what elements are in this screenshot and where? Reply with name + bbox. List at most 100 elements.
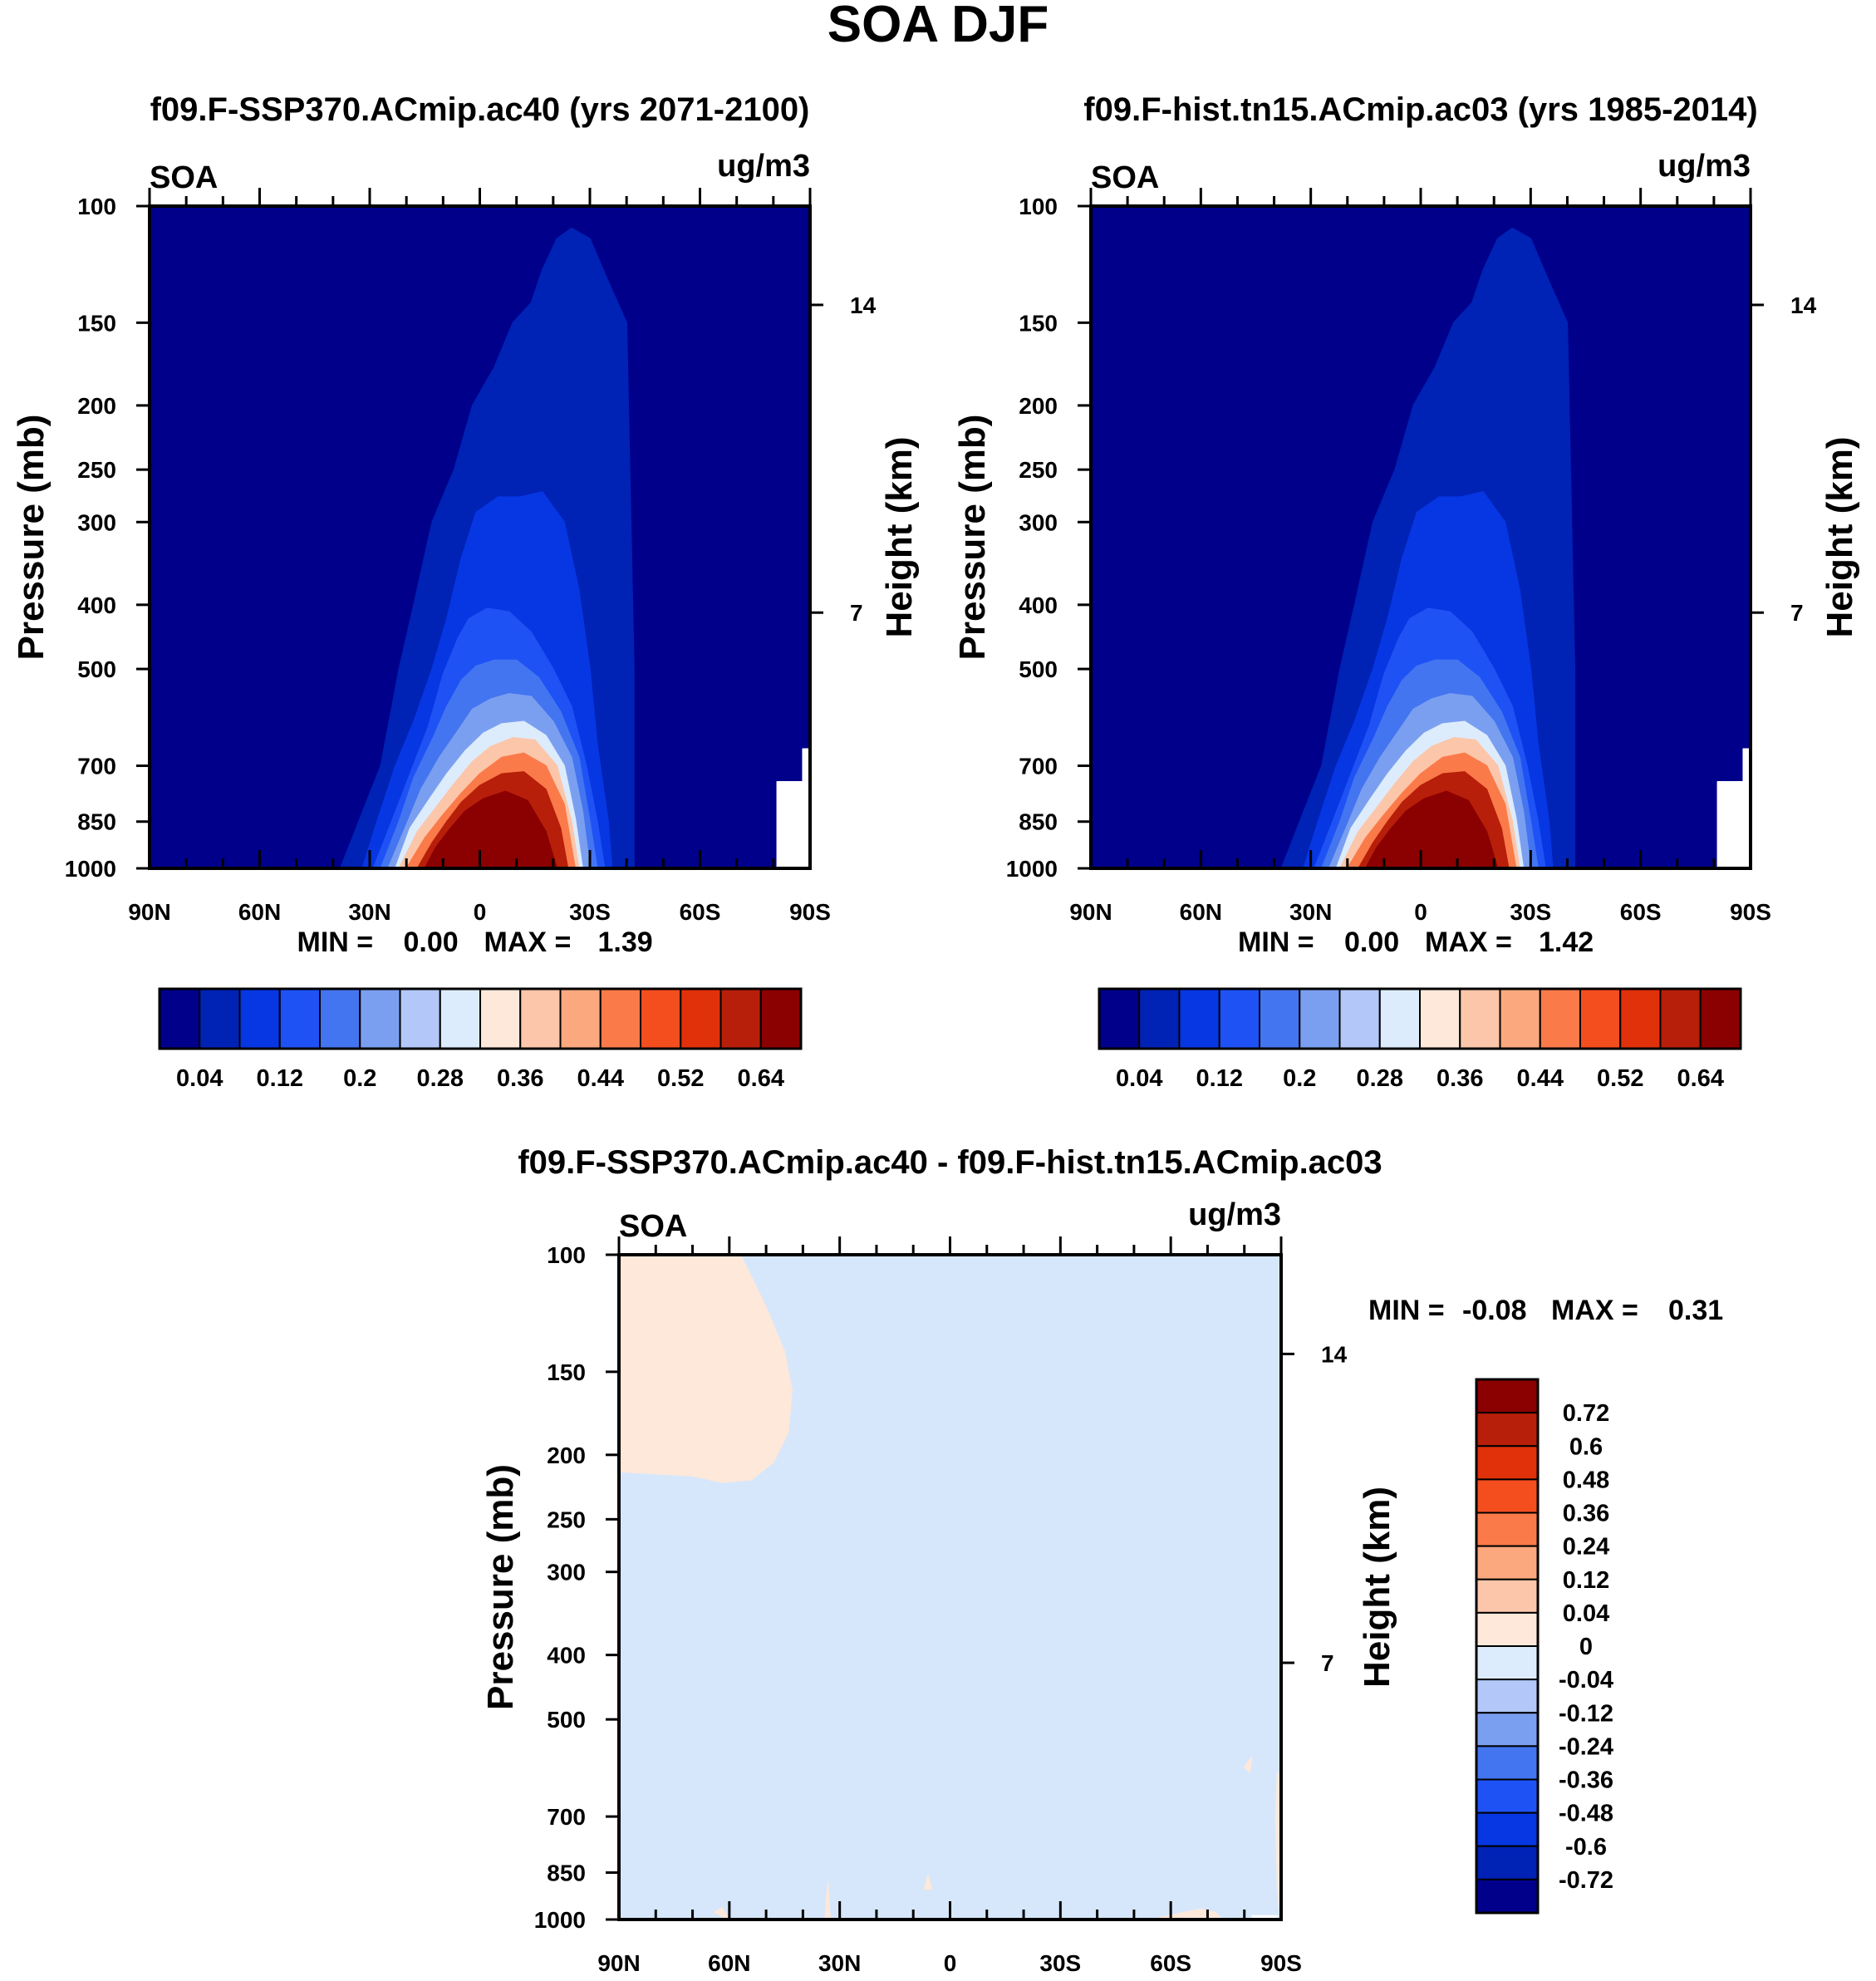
panel_diff-colorbar-box: [1476, 1712, 1539, 1748]
panel_diff-positive-region-0: [619, 1255, 793, 1483]
panel_a-y-tick-label: 250: [77, 457, 116, 483]
panel_a-missing-data-region: [673, 748, 810, 868]
panel_diff-colorbar-box: [1476, 1545, 1539, 1580]
panel_a-colorbar-box: [479, 988, 522, 1049]
panel_b-y-tick-label: 200: [1019, 393, 1058, 419]
panel_b-colorbar-box: [1579, 988, 1622, 1049]
panel_a-x-tick-label: 60S: [680, 899, 721, 925]
panel-future: f09.F-SSP370.ACmip.ac40 (yrs 2071-2100) S…: [11, 91, 920, 1092]
panel_a-colorbar-box: [719, 988, 762, 1049]
panel_b-colorbar-box: [1138, 988, 1181, 1049]
panel_a-min-label: MIN =: [297, 927, 374, 958]
panel_b-colorbar-label: 0.12: [1196, 1065, 1243, 1092]
panel_a-colorbar-box: [159, 988, 201, 1049]
panel_a-colorbar-box: [439, 988, 481, 1049]
panel_a-colorbar-box: [238, 988, 281, 1049]
panel_a-height-tick-label: 14: [850, 292, 877, 318]
panel_diff-x-tick-label: 60S: [1150, 1950, 1191, 1976]
panel_diff-colorbar-label: -0.36: [1559, 1767, 1613, 1794]
panel_diff-colorbar-box: [1476, 1811, 1539, 1847]
panel_b-height-tick-label: 7: [1790, 600, 1804, 626]
panel_b-colorbar-label: 0.36: [1436, 1065, 1483, 1092]
panel_a-colorbar-label: 0.12: [257, 1065, 303, 1092]
panel_diff-height-tick-label: 7: [1321, 1650, 1334, 1676]
panel_diff-y-tick-label: 150: [547, 1359, 586, 1385]
panel_diff-colorbar-box: [1476, 1878, 1539, 1914]
panel_a-colorbar-label: 0.64: [738, 1065, 784, 1092]
panel_diff-positive-region-3: [1243, 1756, 1253, 1773]
panel_a-colorbar-box: [519, 988, 562, 1049]
panel_diff-positive-region-6: [923, 1875, 933, 1890]
panel_diff-x-tick-label: 90S: [1260, 1950, 1302, 1976]
panel_a-colorbar-label: 0.44: [577, 1065, 624, 1092]
panel_a-plot-area: [150, 206, 810, 868]
panel_diff-y-tick-label: 300: [547, 1560, 586, 1585]
panel_b-max-label: MAX =: [1425, 927, 1512, 958]
panel_b-max-value: 1.42: [1539, 927, 1594, 958]
panel_b-y-tick-label: 700: [1019, 754, 1058, 779]
panel_a-right-axis-title: Height (km): [879, 437, 920, 638]
panel_diff-max-label: MAX =: [1551, 1295, 1638, 1326]
panel_diff-colorbar-box: [1476, 1578, 1539, 1614]
panel_diff-x-tick-label: 0: [944, 1950, 957, 1976]
panel_diff-y-tick-label: 200: [547, 1443, 586, 1468]
panel_b-title: f09.F-hist.tn15.ACmip.ac03 (yrs 1985-201…: [1083, 91, 1757, 128]
panel_diff-ticks: [606, 1236, 1294, 1921]
panel_a-contour-level-11: [449, 833, 528, 868]
panel_b-x-tick-label: 30N: [1289, 899, 1332, 925]
panel_diff-colorbar-label: 0: [1579, 1634, 1593, 1660]
panel_b-colorbar-label: 0.64: [1677, 1065, 1724, 1092]
panel_a-units-label: ug/m3: [717, 149, 810, 184]
panel_a-x-tick-label: 30S: [569, 899, 611, 925]
panel_b-colorbar-label: 0.44: [1517, 1065, 1564, 1092]
panel_b-x-tick-label: 90N: [1069, 899, 1112, 925]
panel_b-units-label: ug/m3: [1657, 149, 1751, 184]
panel_diff-min-label: MIN =: [1368, 1295, 1445, 1326]
panel_b-colorbar-label: 0.28: [1357, 1065, 1403, 1092]
panel_a-y-tick-label: 400: [77, 592, 116, 618]
panel_diff-colorbar-box: [1476, 1778, 1539, 1814]
panel_a-variable-label: SOA: [150, 160, 218, 195]
panel_a-colorbar-box: [599, 988, 641, 1049]
panel_diff-max-value: 0.31: [1668, 1295, 1723, 1326]
panel_a-colorbar-box: [759, 988, 802, 1049]
panel_a-colorbar-label: 0.36: [497, 1065, 543, 1092]
panel_a-colorbar-label: 0.28: [417, 1065, 464, 1092]
panel_a-colorbar: 0.04 0.12 0.2 0.28 0.36 0.44 0.52 0.64: [158, 987, 803, 1092]
panel_a-title: f09.F-SSP370.ACmip.ac40 (yrs 2071-2100): [150, 91, 810, 128]
panel_b-y-axis-title: Pressure (mb): [952, 415, 993, 661]
panel_diff-colorbar: 0.72 0.6 0.48 0.36 0.24 0.12 0.04 0 -0.04 -0.12 -0…: [1475, 1378, 1613, 1915]
panel_a-x-tick-label: 90S: [789, 899, 831, 925]
panel_diff-colorbar-label: 0.36: [1563, 1501, 1609, 1527]
panel_b-colorbar-box: [1539, 988, 1581, 1049]
panel_diff-colorbar-label: -0.48: [1559, 1801, 1613, 1827]
panel_b-colorbar-frame: [1098, 987, 1742, 1050]
panel_a-y-tick-label: 100: [77, 194, 116, 219]
panel_b-plot-area: [1091, 206, 1751, 868]
panel_b-colorbar-label: 0.2: [1283, 1065, 1316, 1092]
panel_diff-x-tick-label: 30S: [1039, 1950, 1081, 1976]
panel_a-colorbar-box: [640, 988, 682, 1049]
panel_b-missing-data-region: [1614, 748, 1751, 868]
panel_b-colorbar-box: [1098, 988, 1141, 1049]
panel_diff-missing-data-region: [1251, 1915, 1278, 1920]
panel_a-x-tick-label: 60N: [238, 899, 281, 925]
panel_b-colorbar-label: 0.04: [1116, 1065, 1162, 1092]
panel_diff-x-tick-label: 30N: [818, 1950, 861, 1976]
panel_diff-y-axis-title: Pressure (mb): [480, 1464, 521, 1710]
panel_a-ticks: [136, 188, 823, 870]
panel_b-colorbar-box: [1299, 988, 1341, 1049]
panel_diff-colorbar-box: [1476, 1512, 1539, 1547]
panel_a-y-tick-label: 850: [77, 809, 116, 835]
panel_b-y-tick-label: 150: [1019, 310, 1058, 336]
panel_b-contour-level-11: [1390, 833, 1470, 868]
panel_diff-colorbar-label: -0.6: [1565, 1834, 1607, 1861]
panel_diff-colorbar-box: [1476, 1445, 1539, 1481]
panel_b-colorbar-label: 0.52: [1597, 1065, 1643, 1092]
panel_diff-colorbar-label: -0.24: [1559, 1733, 1613, 1760]
panel_b-colorbar: 0.04 0.12 0.2 0.28 0.36 0.44 0.52 0.64: [1098, 987, 1742, 1092]
panel_b-min-value: 0.00: [1344, 927, 1399, 958]
panel_b-colorbar-box: [1499, 988, 1541, 1049]
panel_b-y-tick-label: 100: [1019, 194, 1058, 219]
panel_b-colorbar-box: [1338, 988, 1381, 1049]
